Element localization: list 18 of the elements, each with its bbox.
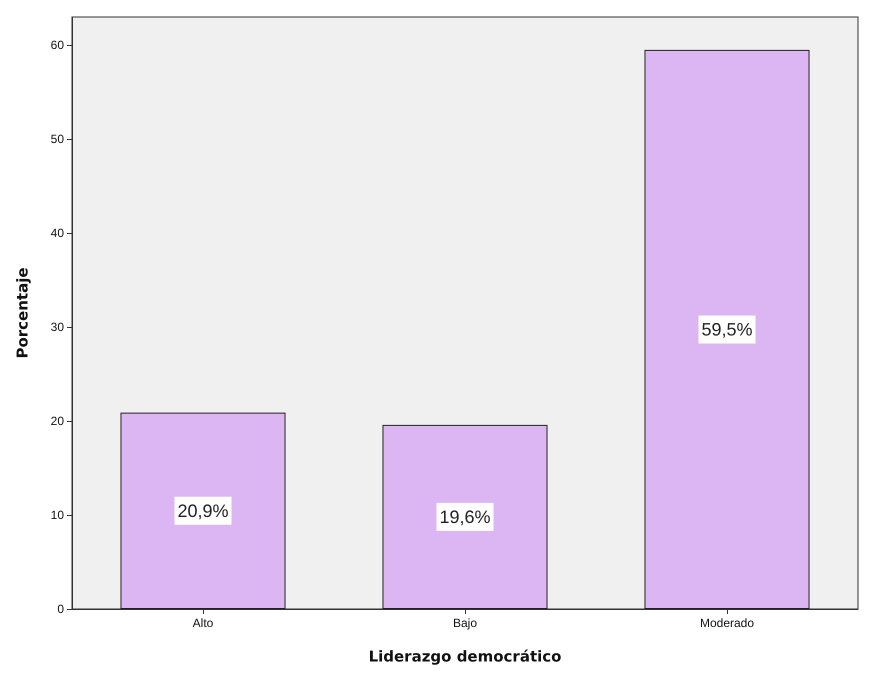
- data-label: 19,6%: [439, 506, 491, 527]
- y-axis-title: Porcentaje: [14, 267, 32, 359]
- x-tick-label: Bajo: [452, 616, 478, 630]
- x-tick-label: Alto: [192, 616, 214, 630]
- data-label: 59,5%: [701, 319, 753, 340]
- bar: [382, 424, 548, 609]
- data-label: 20,9%: [177, 500, 229, 521]
- bar: [120, 412, 286, 609]
- x-tick-label: Moderado: [700, 616, 754, 630]
- y-tick-label: 40: [50, 226, 64, 240]
- y-tick-label: 30: [50, 320, 64, 334]
- y-tick-label: 50: [50, 132, 64, 146]
- y-tick-label: 20: [50, 414, 64, 428]
- x-axis-title: Liderazgo democrático: [368, 648, 562, 666]
- y-tick-label: 0: [57, 602, 64, 616]
- bar: [644, 50, 810, 609]
- y-tick-label: 60: [50, 38, 64, 52]
- y-tick-label: 10: [50, 508, 64, 522]
